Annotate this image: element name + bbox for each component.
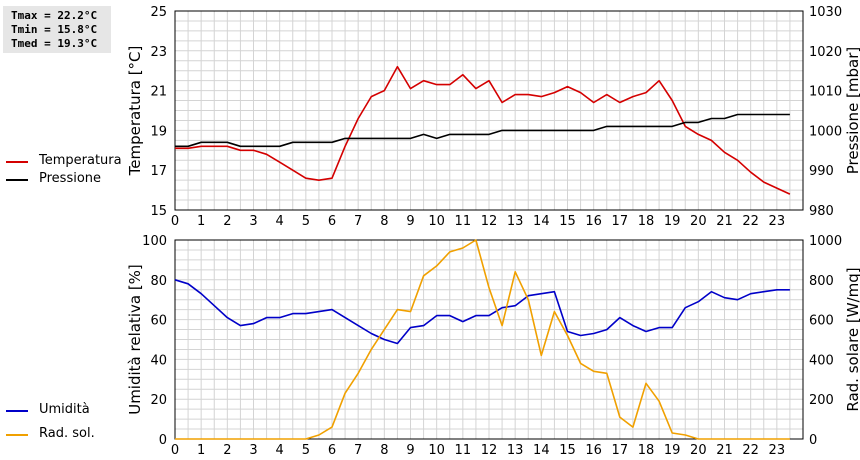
x-tick-label: 18: [638, 214, 655, 229]
series-line-umidit: [174, 279, 790, 345]
stat-tmed: Tmed = 19.3°C: [11, 37, 98, 50]
x-tick-label: 14: [533, 443, 550, 458]
x-tick-label: 20: [690, 443, 707, 458]
y-tick-label-right: 1020: [809, 45, 842, 60]
x-tick-label: 5: [302, 443, 310, 458]
legend-label-radsol: Rad. sol.: [39, 426, 95, 441]
x-tick-label: 7: [354, 214, 362, 229]
legend-label-umidita: Umidità: [39, 402, 90, 417]
y-tick-label-left: 100: [142, 234, 167, 249]
legend-label-pressione: Pressione: [39, 171, 102, 186]
x-tick-label: 10: [428, 443, 445, 458]
x-tick-label: 0: [171, 443, 179, 458]
x-tick-label: 12: [481, 214, 498, 229]
y-axis-label-right: Rad. solare [W/mq]: [844, 267, 860, 411]
x-tick-label: 20: [690, 214, 707, 229]
y-tick-label-right: 1010: [809, 85, 842, 100]
x-tick-label: 7: [354, 443, 362, 458]
legend-swatch-temperatura: [6, 161, 28, 163]
x-tick-label: 11: [455, 443, 472, 458]
x-tick-label: 22: [742, 214, 759, 229]
stat-tmax: Tmax = 22.2°C: [11, 9, 98, 22]
x-tick-label: 19: [664, 214, 681, 229]
y-axis-label-left: Temperatura [°C]: [126, 46, 144, 177]
y-tick-label-right: 990: [809, 164, 834, 179]
x-tick-label: 10: [428, 214, 445, 229]
y-axis-label-left: Umidità relativa [%]: [126, 264, 144, 415]
y-tick-label-left: 80: [150, 274, 167, 289]
x-tick-label: 6: [328, 443, 336, 458]
y-tick-label-left: 60: [150, 314, 167, 329]
y-tick-label-right: 400: [809, 353, 834, 368]
x-tick-label: 4: [276, 443, 284, 458]
y-tick-label-left: 40: [150, 353, 167, 368]
series-line-temperatura: [175, 65, 791, 195]
y-tick-label-left: 20: [150, 393, 167, 408]
x-tick-label: 13: [507, 214, 524, 229]
x-tick-label: 15: [559, 214, 576, 229]
x-tick-label: 6: [328, 214, 336, 229]
x-tick-label: 19: [664, 443, 681, 458]
stats-box: Tmax = 22.2°C Tmin = 15.8°C Tmed = 19.3°…: [3, 6, 111, 53]
y-tick-label-right: 800: [809, 274, 834, 289]
legend-swatch-umidita: [6, 410, 28, 412]
x-tick-label: 3: [249, 443, 257, 458]
x-tick-label: 23: [769, 214, 786, 229]
y-tick-label-left: 21: [150, 85, 167, 100]
y-tick-label-left: 0: [159, 433, 167, 448]
y-tick-label-left: 19: [150, 124, 167, 139]
series-line-pressione: [175, 113, 790, 148]
x-tick-label: 15: [559, 443, 576, 458]
y-tick-label-left: 25: [150, 5, 167, 20]
plot-frame: [174, 10, 804, 211]
y-tick-label-left: 23: [150, 45, 167, 60]
x-tick-label: 13: [507, 443, 524, 458]
x-tick-label: 23: [769, 443, 786, 458]
x-tick-label: 21: [716, 214, 733, 229]
plot-frame: [174, 239, 804, 440]
x-tick-label: 2: [223, 443, 231, 458]
y-tick-label-left: 17: [150, 164, 167, 179]
x-tick-label: 9: [406, 443, 414, 458]
x-tick-label: 17: [612, 443, 629, 458]
x-tick-label: 18: [638, 443, 655, 458]
y-tick-label-right: 1000: [809, 124, 842, 139]
x-tick-label: 5: [302, 214, 310, 229]
y-tick-label-right: 980: [809, 204, 834, 219]
y-tick-label-right: 1000: [809, 234, 842, 249]
series-line-rad-sol: [175, 239, 790, 440]
x-tick-label: 17: [612, 214, 629, 229]
legend-label-temperatura: Temperatura: [39, 153, 122, 168]
x-tick-label: 21: [716, 443, 733, 458]
legend-swatch-radsol: [6, 434, 28, 436]
y-tick-label-right: 1030: [809, 5, 842, 20]
x-tick-label: 0: [171, 214, 179, 229]
y-tick-label-right: 600: [809, 314, 834, 329]
x-tick-label: 8: [380, 443, 388, 458]
x-tick-label: 16: [585, 443, 602, 458]
x-tick-label: 1: [197, 443, 205, 458]
x-tick-label: 8: [380, 214, 388, 229]
x-tick-label: 12: [481, 443, 498, 458]
x-tick-label: 11: [455, 214, 472, 229]
x-tick-label: 22: [742, 443, 759, 458]
x-tick-label: 1: [197, 214, 205, 229]
x-tick-label: 9: [406, 214, 414, 229]
y-tick-label-left: 15: [150, 204, 167, 219]
legend-swatch-pressione: [6, 179, 28, 181]
x-tick-label: 4: [276, 214, 284, 229]
stat-tmin: Tmin = 15.8°C: [11, 23, 98, 36]
x-tick-label: 3: [249, 214, 257, 229]
x-tick-label: 14: [533, 214, 550, 229]
y-tick-label-right: 200: [809, 393, 834, 408]
y-axis-label-right: Pressione [mbar]: [844, 47, 860, 175]
y-tick-label-right: 0: [809, 433, 817, 448]
x-tick-label: 16: [585, 214, 602, 229]
x-tick-label: 2: [223, 214, 231, 229]
